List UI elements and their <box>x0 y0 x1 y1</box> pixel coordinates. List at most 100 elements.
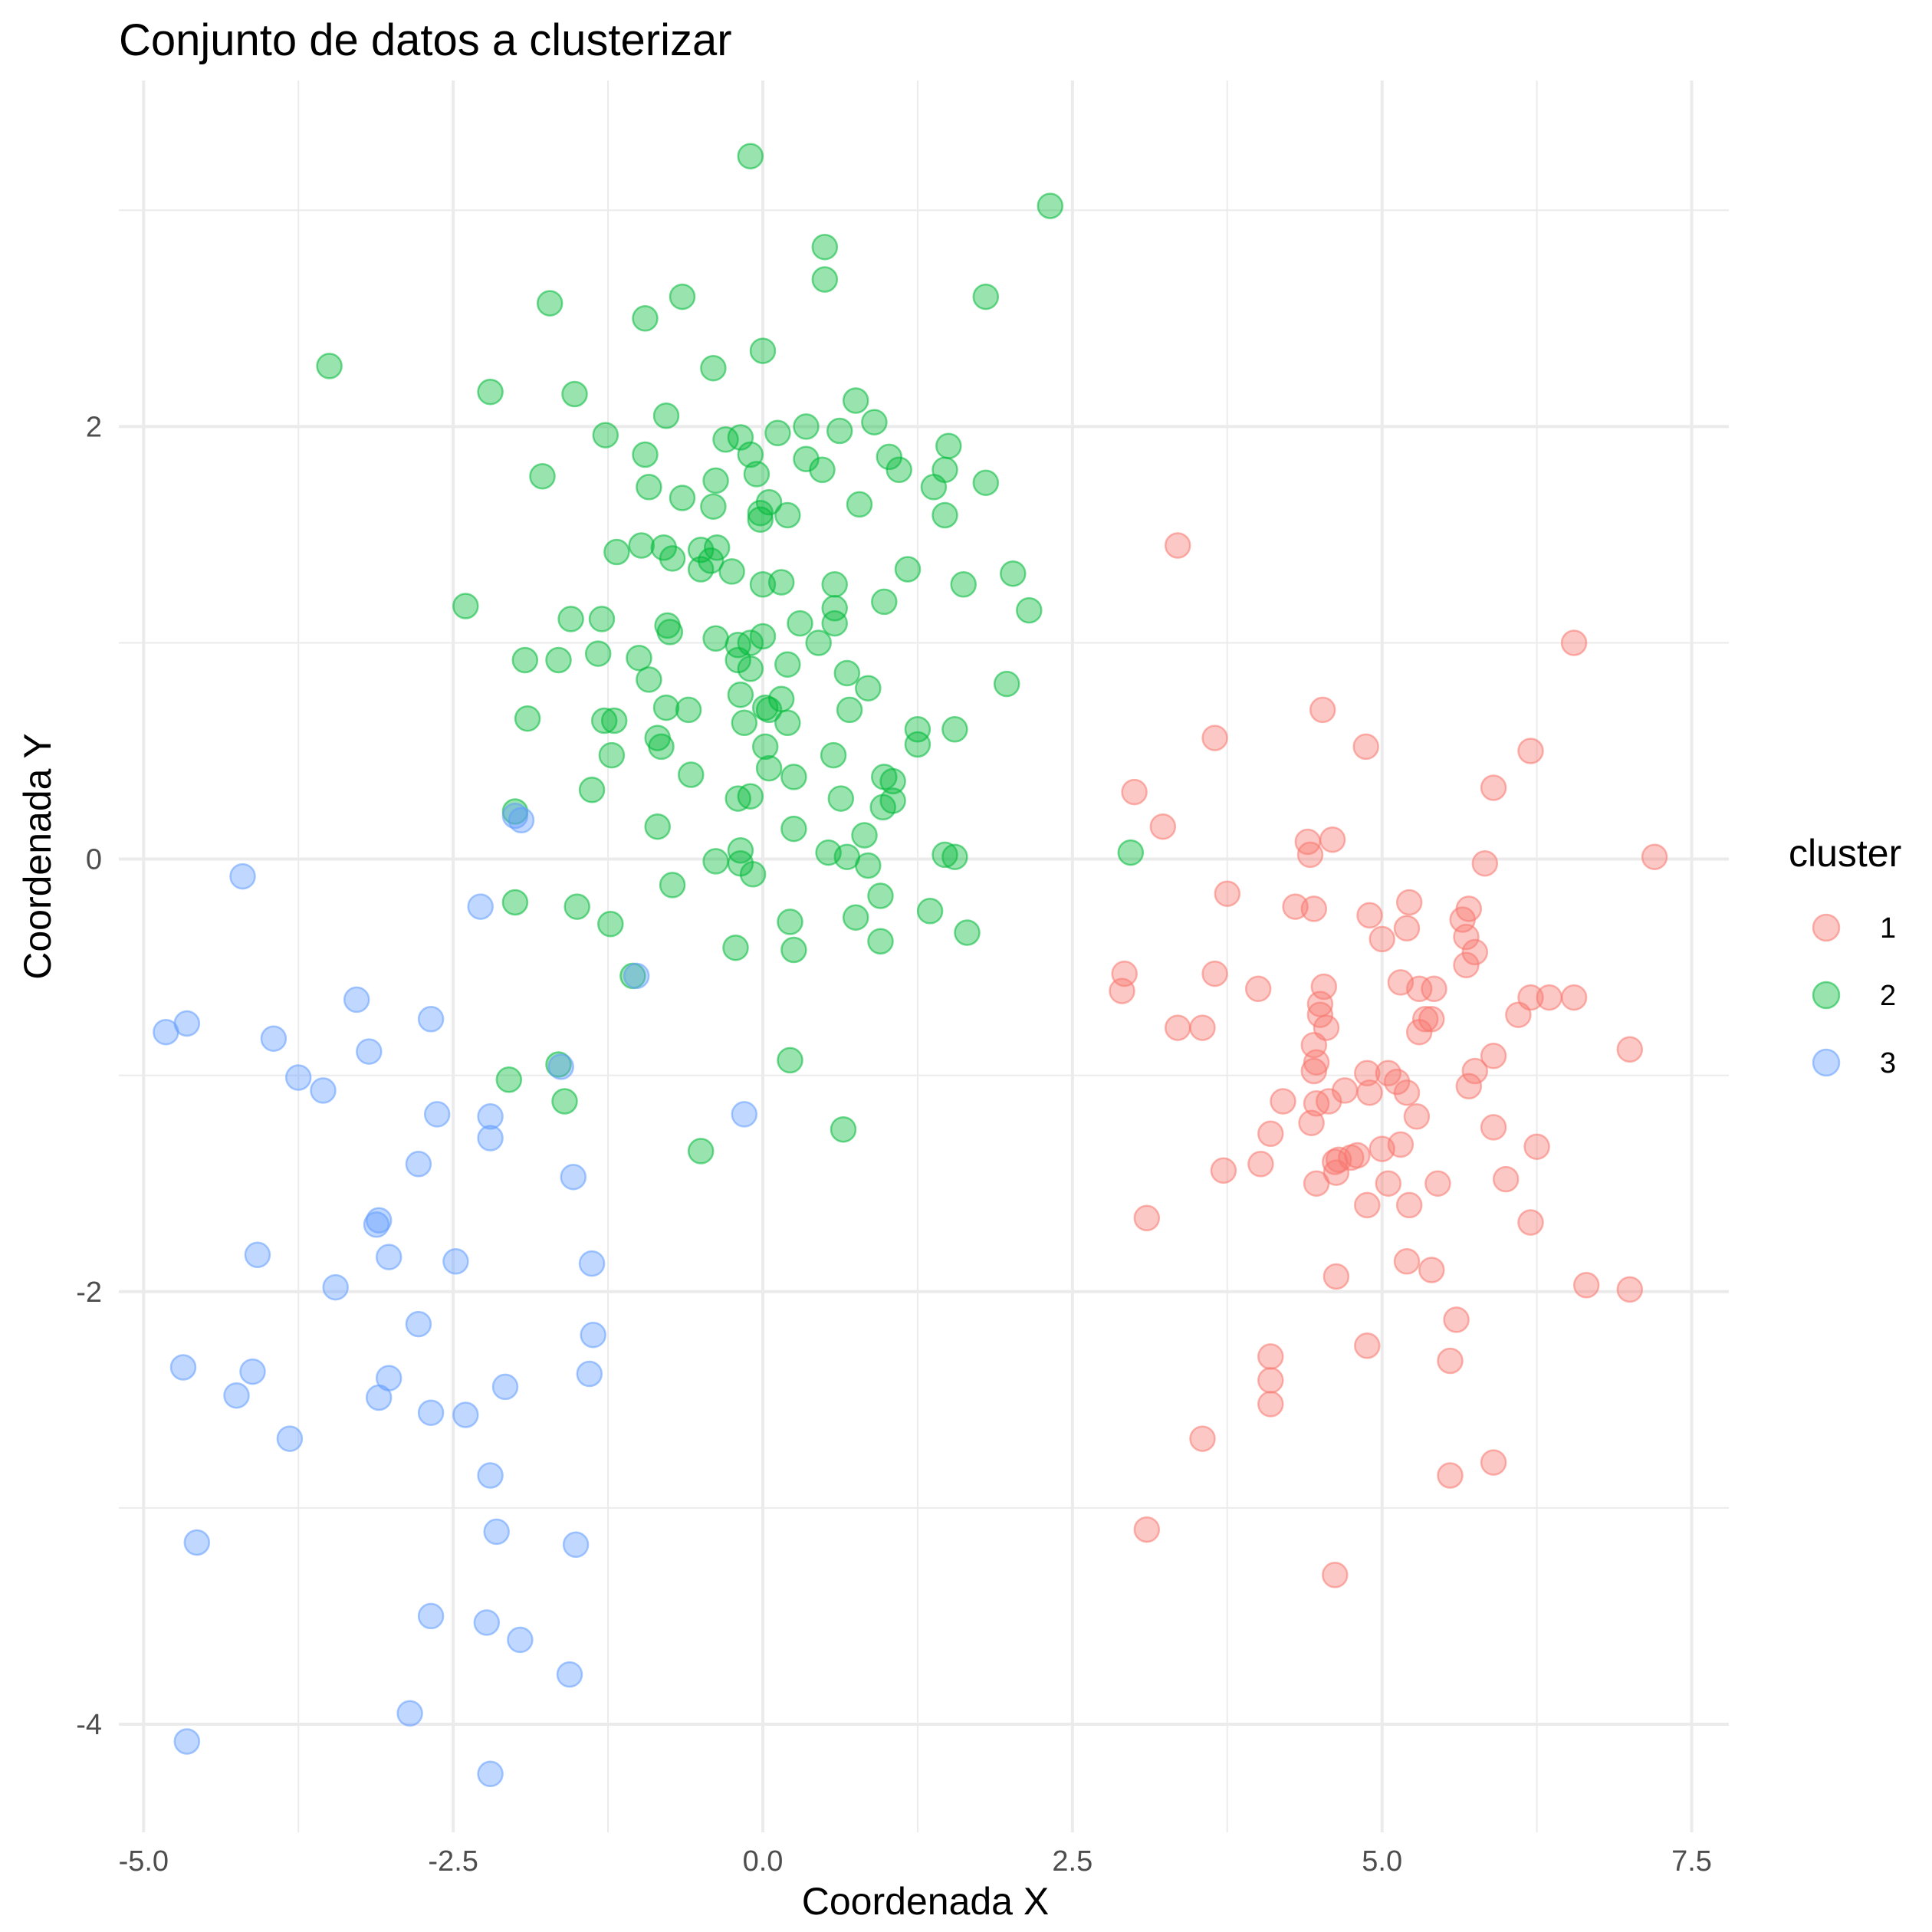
data-point <box>777 1046 803 1074</box>
data-point <box>826 417 853 445</box>
data-point <box>774 709 801 737</box>
legend: cluster 1 2 3 <box>1789 832 1901 1079</box>
data-point <box>993 670 1020 698</box>
data-point <box>972 283 1000 310</box>
data-point <box>755 696 783 724</box>
x-axis-tick-labels: -5.0 -2.5 0.0 2.5 5.0 7.5 <box>119 1845 1712 1878</box>
data-point <box>636 666 662 693</box>
data-point <box>1322 1562 1349 1589</box>
data-point <box>405 1310 432 1338</box>
data-point <box>1453 951 1480 979</box>
y-axis-title: Coordenada Y <box>16 733 59 980</box>
data-point <box>578 1250 606 1277</box>
data-point <box>904 731 932 758</box>
data-point <box>551 1088 578 1115</box>
data-point <box>751 733 779 761</box>
data-point <box>529 462 556 490</box>
data-point <box>1437 1462 1464 1489</box>
data-point <box>700 493 727 520</box>
data-point <box>1461 1057 1489 1085</box>
data-point <box>1393 915 1421 942</box>
data-point <box>894 556 922 583</box>
data-point <box>659 545 686 572</box>
data-point <box>1393 1248 1421 1275</box>
data-point <box>557 606 584 632</box>
data-point <box>1395 1191 1423 1219</box>
data-point <box>932 841 958 869</box>
data-point <box>702 625 729 652</box>
data-point <box>747 499 774 527</box>
data-point <box>260 1025 288 1052</box>
chart-title: Conjunto de datos a clusterizar <box>119 15 732 65</box>
data-point <box>1117 839 1145 866</box>
data-point <box>1424 1170 1451 1197</box>
data-point <box>592 422 619 449</box>
data-point <box>1257 1120 1284 1148</box>
data-point <box>588 606 616 632</box>
legend-title: cluster <box>1789 832 1901 875</box>
data-point <box>1641 843 1668 870</box>
legend-key <box>1812 981 1841 1010</box>
data-point <box>1322 1148 1349 1175</box>
data-point <box>652 402 680 429</box>
data-point <box>560 1163 587 1191</box>
data-point <box>452 593 479 619</box>
data-point <box>1455 1073 1483 1100</box>
data-point <box>1418 1257 1445 1283</box>
data-point <box>1572 1272 1600 1299</box>
data-point <box>855 675 882 702</box>
data-point <box>1257 1367 1284 1394</box>
data-point <box>950 571 977 598</box>
data-point <box>1453 923 1480 951</box>
data-point <box>365 1207 393 1234</box>
data-point <box>932 501 958 529</box>
data-point <box>1375 1170 1402 1197</box>
data-point <box>1523 1133 1550 1160</box>
data-point <box>678 761 705 788</box>
data-point <box>827 785 855 812</box>
data-point <box>774 651 801 678</box>
data-point <box>1257 1343 1284 1370</box>
data-point <box>737 143 764 169</box>
data-point <box>1270 1088 1296 1115</box>
data-point <box>417 1399 445 1426</box>
data-point <box>1016 596 1043 624</box>
data-point <box>793 413 820 440</box>
data-point <box>1300 895 1328 922</box>
legend-label: 3 <box>1880 1047 1896 1079</box>
y-tick-label: 0 <box>86 844 102 876</box>
data-point <box>1560 984 1588 1011</box>
data-points <box>153 143 1668 1788</box>
data-point <box>731 1101 758 1128</box>
data-point <box>780 936 807 964</box>
data-point <box>1133 1204 1161 1232</box>
data-point <box>749 337 777 364</box>
data-point <box>855 852 882 879</box>
x-tick-label: 5.0 <box>1362 1845 1402 1878</box>
data-point <box>805 629 832 656</box>
data-point <box>1000 560 1027 587</box>
data-point <box>578 777 606 803</box>
data-point <box>941 843 968 870</box>
data-point <box>731 709 758 737</box>
data-point <box>405 1151 432 1178</box>
data-point <box>935 432 962 459</box>
data-point <box>916 898 944 925</box>
data-point <box>1354 1332 1381 1359</box>
data-point <box>687 1138 715 1165</box>
data-point <box>239 1358 266 1385</box>
data-point <box>1403 1103 1431 1130</box>
data-point <box>1247 1151 1274 1178</box>
data-point <box>1201 724 1228 751</box>
data-point <box>821 610 848 637</box>
data-point <box>1517 1209 1544 1236</box>
data-point <box>737 441 764 468</box>
data-point <box>842 387 869 414</box>
data-point <box>861 409 888 435</box>
data-point <box>244 1241 271 1269</box>
data-point <box>656 619 684 646</box>
data-point <box>508 807 535 834</box>
data-point <box>820 741 847 769</box>
data-point <box>477 1760 504 1788</box>
